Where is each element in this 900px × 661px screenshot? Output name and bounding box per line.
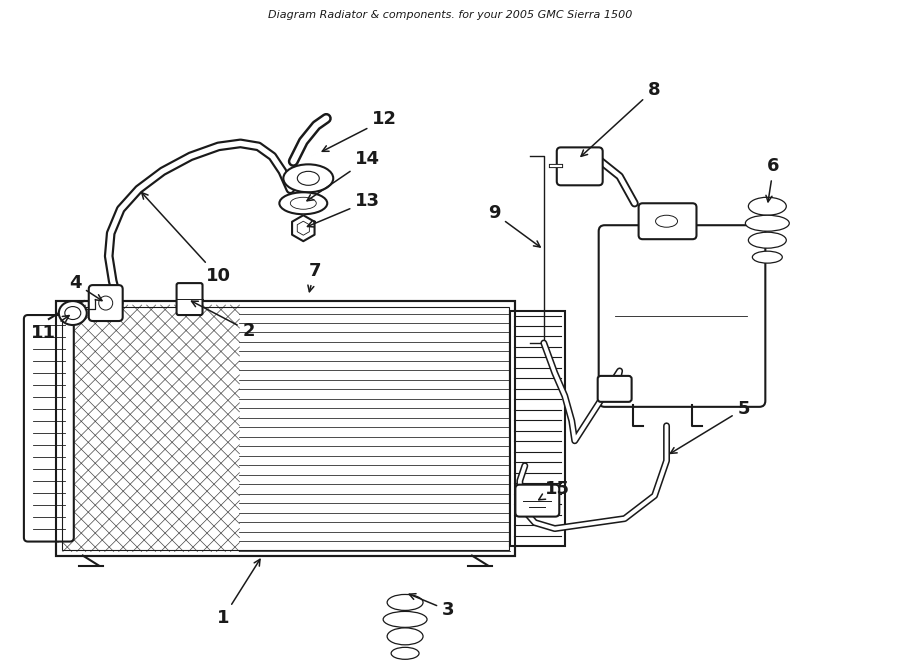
Text: 14: 14 xyxy=(307,150,380,201)
Text: Diagram Radiator & components. for your 2005 GMC Sierra 1500: Diagram Radiator & components. for your … xyxy=(268,10,632,20)
FancyBboxPatch shape xyxy=(89,285,122,321)
Bar xyxy=(62,307,508,549)
Text: 6: 6 xyxy=(766,157,779,202)
Ellipse shape xyxy=(387,628,423,645)
Ellipse shape xyxy=(387,594,423,610)
Ellipse shape xyxy=(752,251,782,263)
Bar xyxy=(56,301,515,555)
FancyBboxPatch shape xyxy=(176,283,202,315)
Text: 15: 15 xyxy=(539,480,570,500)
Text: 7: 7 xyxy=(308,262,320,292)
Ellipse shape xyxy=(291,197,316,210)
Text: 2: 2 xyxy=(192,301,255,340)
Text: 9: 9 xyxy=(488,204,540,247)
Text: 11: 11 xyxy=(31,315,69,342)
Text: 12: 12 xyxy=(322,110,397,151)
Ellipse shape xyxy=(99,296,112,310)
Ellipse shape xyxy=(749,232,787,248)
FancyBboxPatch shape xyxy=(598,376,632,402)
Polygon shape xyxy=(292,215,314,241)
Ellipse shape xyxy=(284,165,333,192)
Ellipse shape xyxy=(65,307,81,319)
FancyBboxPatch shape xyxy=(557,147,603,185)
Text: 5: 5 xyxy=(670,400,750,453)
Text: 1: 1 xyxy=(217,559,260,627)
Ellipse shape xyxy=(279,192,328,214)
Ellipse shape xyxy=(749,197,787,215)
Bar xyxy=(56,301,515,555)
FancyBboxPatch shape xyxy=(516,485,559,517)
Ellipse shape xyxy=(297,171,320,185)
Text: 3: 3 xyxy=(410,594,454,619)
Text: 4: 4 xyxy=(68,274,102,301)
Ellipse shape xyxy=(655,215,678,227)
Text: 10: 10 xyxy=(141,192,230,285)
FancyBboxPatch shape xyxy=(510,311,565,545)
FancyBboxPatch shape xyxy=(598,225,765,407)
FancyBboxPatch shape xyxy=(24,315,74,541)
Text: 13: 13 xyxy=(308,192,380,227)
Ellipse shape xyxy=(58,301,86,325)
Ellipse shape xyxy=(383,611,427,627)
Ellipse shape xyxy=(392,647,419,659)
Text: 8: 8 xyxy=(581,81,661,157)
Ellipse shape xyxy=(745,215,789,231)
FancyBboxPatch shape xyxy=(639,204,697,239)
